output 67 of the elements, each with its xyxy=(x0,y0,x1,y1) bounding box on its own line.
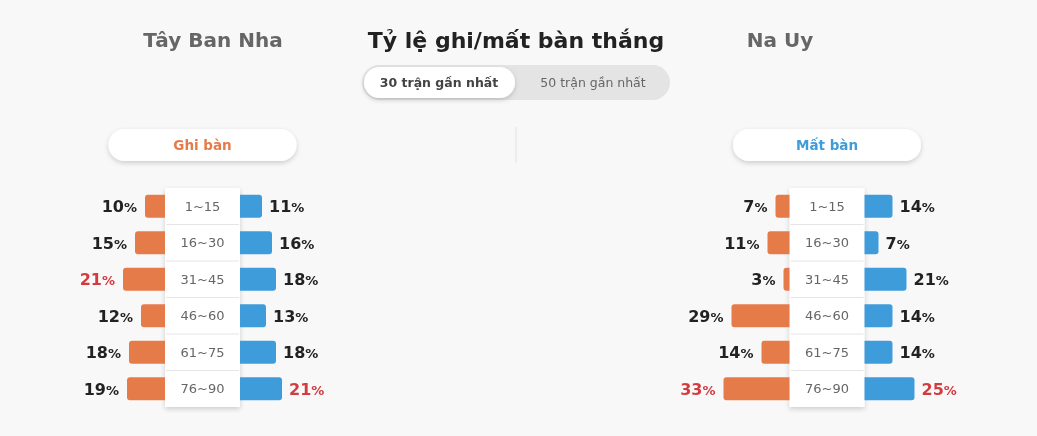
bar xyxy=(783,267,790,291)
bar xyxy=(775,194,790,218)
data-label: 11% xyxy=(269,197,305,217)
bar xyxy=(135,231,165,255)
data-label: 11% xyxy=(724,233,760,253)
bar xyxy=(141,304,165,328)
bar xyxy=(864,267,907,291)
data-label: 29% xyxy=(688,306,724,326)
bar xyxy=(240,267,276,291)
data-label: 19% xyxy=(83,379,119,399)
data-label: 33% xyxy=(680,379,716,399)
bar xyxy=(723,377,790,401)
y-tick-label: 31~45 xyxy=(180,271,225,287)
bar xyxy=(127,377,165,401)
y-tick-label: 61~75 xyxy=(180,344,225,360)
bar xyxy=(145,194,165,218)
data-label: 25% xyxy=(921,379,957,399)
data-label: 7% xyxy=(885,233,910,253)
bar xyxy=(240,194,262,218)
data-label: 13% xyxy=(273,306,309,326)
y-tick-label: 1~15 xyxy=(184,198,221,214)
data-label: 18% xyxy=(283,343,319,363)
y-tick-label: 16~30 xyxy=(805,235,849,251)
text: Tây Ban Nha xyxy=(143,28,283,52)
bar xyxy=(129,340,165,364)
y-tick-label: 31~45 xyxy=(805,271,849,287)
data-label: 3% xyxy=(751,270,776,290)
text: Tỷ lệ ghi/mất bàn thắng xyxy=(367,28,665,53)
data-label: 21% xyxy=(913,270,949,290)
y-tick-label: 61~75 xyxy=(805,344,849,360)
data-label: 12% xyxy=(97,306,133,326)
bar xyxy=(864,231,879,255)
y-tick-label: 1~15 xyxy=(809,198,845,214)
text: 50 trận gần nhất xyxy=(540,75,646,90)
data-label: 10% xyxy=(101,197,137,217)
data-label: 21% xyxy=(289,379,325,399)
data-label: 14% xyxy=(899,306,935,326)
bar xyxy=(761,340,790,364)
y-tick-label: 46~60 xyxy=(805,308,849,324)
bar xyxy=(731,304,790,328)
data-label: 18% xyxy=(85,343,121,363)
data-label: 15% xyxy=(91,233,127,253)
text: Mất bàn xyxy=(795,137,859,153)
y-tick-label: 16~30 xyxy=(180,235,225,251)
bar xyxy=(864,304,893,328)
bar xyxy=(240,377,282,401)
data-label: 18% xyxy=(283,270,319,290)
bar xyxy=(240,340,276,364)
data-label: 21% xyxy=(79,270,115,290)
data-label: 16% xyxy=(279,233,315,253)
y-tick-label: 46~60 xyxy=(180,308,225,324)
text: Ghi bàn xyxy=(173,137,232,153)
bar xyxy=(240,304,266,328)
bar xyxy=(864,377,915,401)
text: 30 trận gần nhất xyxy=(379,75,499,90)
bar xyxy=(767,231,790,255)
data-label: 14% xyxy=(718,343,754,363)
bar xyxy=(864,340,893,364)
data-label: 14% xyxy=(899,197,935,217)
data-label: 14% xyxy=(899,343,935,363)
bar xyxy=(240,231,272,255)
bar xyxy=(123,267,165,291)
chart-title: Na Uy xyxy=(746,28,814,52)
y-tick-label: 76~90 xyxy=(180,381,225,397)
bar xyxy=(864,194,893,218)
data-label: 7% xyxy=(743,197,768,217)
y-tick-label: 76~90 xyxy=(805,381,849,397)
